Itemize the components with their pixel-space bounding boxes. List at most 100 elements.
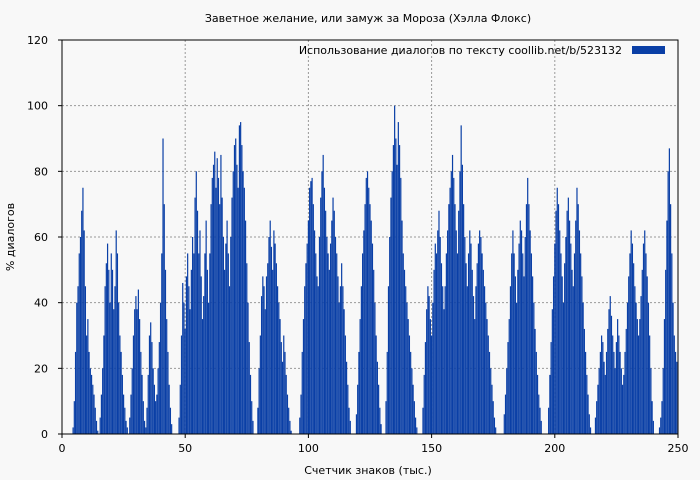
bar: [142, 401, 144, 434]
bar: [637, 335, 640, 434]
bar: [564, 263, 566, 434]
bar: [322, 154, 324, 435]
bar: [463, 204, 465, 434]
bar: [458, 210, 460, 434]
bar: [318, 237, 321, 434]
bar: [125, 420, 127, 434]
bar: [87, 319, 89, 434]
bar: [506, 368, 508, 434]
bar: [472, 296, 475, 434]
bar: [485, 302, 487, 434]
bar: [307, 220, 309, 434]
bar: [414, 417, 417, 434]
bar: [378, 384, 380, 434]
bar: [302, 319, 305, 434]
bar: [522, 253, 524, 434]
bar: [182, 282, 184, 434]
bar: [626, 302, 629, 434]
bar: [507, 342, 509, 434]
bar: [422, 407, 424, 434]
bar: [524, 237, 526, 434]
bar: [141, 374, 143, 434]
bar: [167, 351, 169, 434]
bar: [316, 276, 318, 434]
bar: [660, 417, 662, 434]
bar: [379, 407, 381, 434]
bar: [82, 187, 84, 434]
axis-ticks: 0 50 100 150 200 250 0 20 40 60 80 100 120: [27, 34, 689, 455]
bar: [580, 253, 582, 434]
bar: [315, 253, 317, 434]
bars: [72, 105, 678, 435]
bar: [323, 187, 326, 434]
bar: [299, 417, 301, 434]
bar: [343, 309, 345, 434]
bar: [376, 361, 378, 434]
bar: [189, 309, 191, 434]
bar: [124, 407, 126, 434]
bar: [625, 328, 627, 434]
bar: [389, 237, 391, 434]
bar: [672, 302, 674, 434]
bar: [136, 309, 138, 434]
bar: [306, 243, 308, 434]
bar: [309, 187, 311, 434]
bar: [395, 138, 397, 434]
bar: [559, 230, 561, 434]
bar: [645, 253, 647, 434]
bar: [339, 286, 342, 434]
bar: [370, 220, 372, 434]
bar: [334, 237, 337, 434]
bar: [246, 263, 248, 434]
bar: [188, 286, 190, 434]
bar: [327, 253, 329, 434]
bar: [257, 407, 259, 434]
bar: [647, 302, 650, 434]
bar: [214, 151, 216, 434]
bar: [387, 286, 390, 434]
bar: [570, 243, 572, 434]
bar: [74, 351, 77, 434]
bar: [536, 374, 539, 434]
bar: [198, 253, 200, 434]
bar: [349, 420, 351, 434]
bar: [274, 243, 276, 434]
bar: [480, 237, 482, 434]
bar: [516, 302, 518, 434]
bar: [674, 351, 677, 434]
bar: [273, 230, 275, 434]
bar: [605, 351, 608, 434]
bar: [200, 276, 202, 434]
bar: [286, 394, 289, 434]
bar: [407, 319, 409, 434]
bar: [217, 177, 220, 434]
bar: [344, 335, 346, 434]
bar: [527, 177, 529, 434]
bar: [152, 368, 154, 434]
bar: [529, 230, 531, 434]
bar: [514, 276, 516, 434]
bar: [598, 368, 600, 434]
bar: [528, 204, 530, 434]
bar: [518, 243, 520, 434]
bar: [348, 407, 350, 434]
bar: [76, 302, 78, 434]
bar: [406, 302, 408, 434]
bar: [89, 368, 91, 434]
bar: [203, 296, 205, 434]
bar: [550, 342, 552, 434]
bar: [132, 335, 135, 434]
bar: [283, 335, 285, 434]
bar: [423, 374, 425, 434]
bar: [371, 243, 374, 434]
bar: [94, 407, 96, 434]
bar: [224, 269, 226, 434]
bar: [624, 351, 626, 434]
bar: [670, 204, 672, 434]
bar: [320, 197, 322, 434]
bar: [191, 237, 194, 434]
bar: [103, 335, 105, 434]
bar: [90, 374, 93, 434]
bar: [599, 351, 601, 434]
